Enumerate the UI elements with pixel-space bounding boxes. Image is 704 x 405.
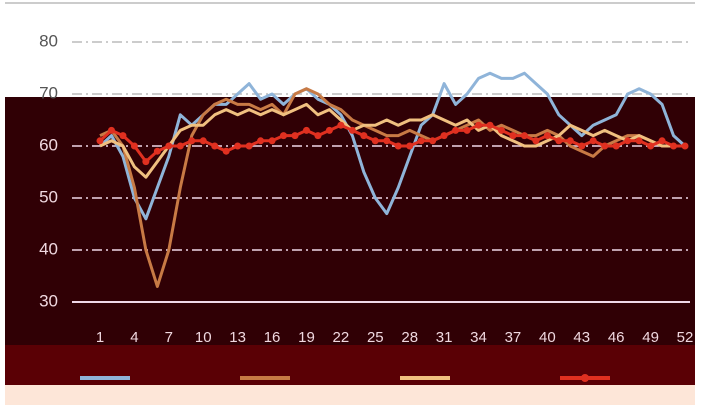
series-marker — [119, 132, 127, 140]
x-tick-label: 7 — [165, 329, 173, 346]
series-marker — [337, 121, 345, 129]
x-tick-label: 34 — [470, 329, 487, 346]
series-marker — [371, 137, 379, 145]
y-tick-label: 40 — [39, 239, 58, 258]
x-tick-label: 40 — [539, 329, 556, 346]
series-marker — [475, 121, 483, 129]
series-marker — [532, 137, 540, 145]
series-marker — [429, 137, 437, 145]
series-marker — [211, 142, 219, 150]
series-marker — [440, 132, 448, 140]
series-marker — [280, 132, 288, 140]
x-tick-label: 46 — [608, 329, 625, 346]
y-tick-label: 70 — [39, 83, 58, 102]
x-tick-label: 13 — [229, 329, 246, 346]
series-line — [99, 102, 685, 179]
series-marker — [348, 126, 356, 134]
series-marker — [497, 126, 505, 134]
series-marker — [96, 137, 104, 145]
series-marker — [589, 137, 597, 145]
x-tick-label: 52 — [677, 329, 694, 346]
series-marker — [142, 158, 150, 166]
series-marker — [234, 142, 242, 150]
series-marker — [624, 137, 632, 145]
series-marker — [520, 132, 528, 140]
light-band — [5, 385, 695, 405]
series-marker — [360, 132, 368, 140]
series-marker — [325, 126, 333, 134]
x-tick-label: 43 — [573, 329, 590, 346]
series-marker — [257, 137, 265, 145]
x-tick-label: 28 — [401, 329, 418, 346]
y-tick-label: 80 — [39, 31, 58, 50]
dark-overlay — [5, 97, 695, 347]
series-marker — [681, 142, 689, 150]
series-marker — [543, 132, 551, 140]
x-tick-label: 49 — [642, 329, 659, 346]
series-marker — [107, 126, 115, 134]
series-marker — [509, 132, 517, 140]
series-marker — [302, 126, 310, 134]
x-tick-label: 37 — [505, 329, 522, 346]
series-marker — [130, 142, 138, 150]
series-marker — [658, 137, 666, 145]
series-line — [98, 71, 687, 221]
series-marker — [199, 137, 207, 145]
series-marker — [578, 142, 586, 150]
series-marker — [222, 147, 230, 155]
y-tick-label: 60 — [39, 135, 58, 154]
series-marker — [406, 142, 414, 150]
series-line — [98, 123, 685, 164]
x-tick-label: 31 — [436, 329, 453, 346]
series-marker — [555, 137, 563, 145]
x-tick-label: 1 — [96, 329, 104, 346]
x-tick-label: 16 — [264, 329, 281, 346]
series-marker — [463, 126, 471, 134]
x-tick-label: 22 — [333, 329, 350, 346]
series-marker — [566, 137, 574, 145]
series-marker — [268, 137, 276, 145]
legend-marker — [581, 374, 589, 382]
series-marker — [314, 132, 322, 140]
y-tick-label: 30 — [39, 291, 58, 310]
series-marker — [612, 142, 620, 150]
series-marker — [635, 137, 643, 145]
x-tick-label: 25 — [367, 329, 384, 346]
series-marker — [486, 121, 494, 129]
series-marker — [394, 142, 402, 150]
series-marker — [601, 142, 609, 150]
series-marker — [153, 147, 161, 155]
series-marker — [383, 137, 391, 145]
x-tick-label: 10 — [195, 329, 212, 346]
series-marker — [417, 137, 425, 145]
series-marker — [452, 126, 460, 134]
series-marker — [647, 142, 655, 150]
series-marker — [176, 142, 184, 150]
series-marker — [291, 132, 299, 140]
series-marker — [245, 142, 253, 150]
x-tick-label: 19 — [298, 329, 315, 346]
y-tick-label: 50 — [39, 187, 58, 206]
series-marker — [670, 142, 678, 150]
series-marker — [165, 142, 173, 150]
x-tick-label: 4 — [130, 329, 138, 346]
series-marker — [188, 137, 196, 145]
